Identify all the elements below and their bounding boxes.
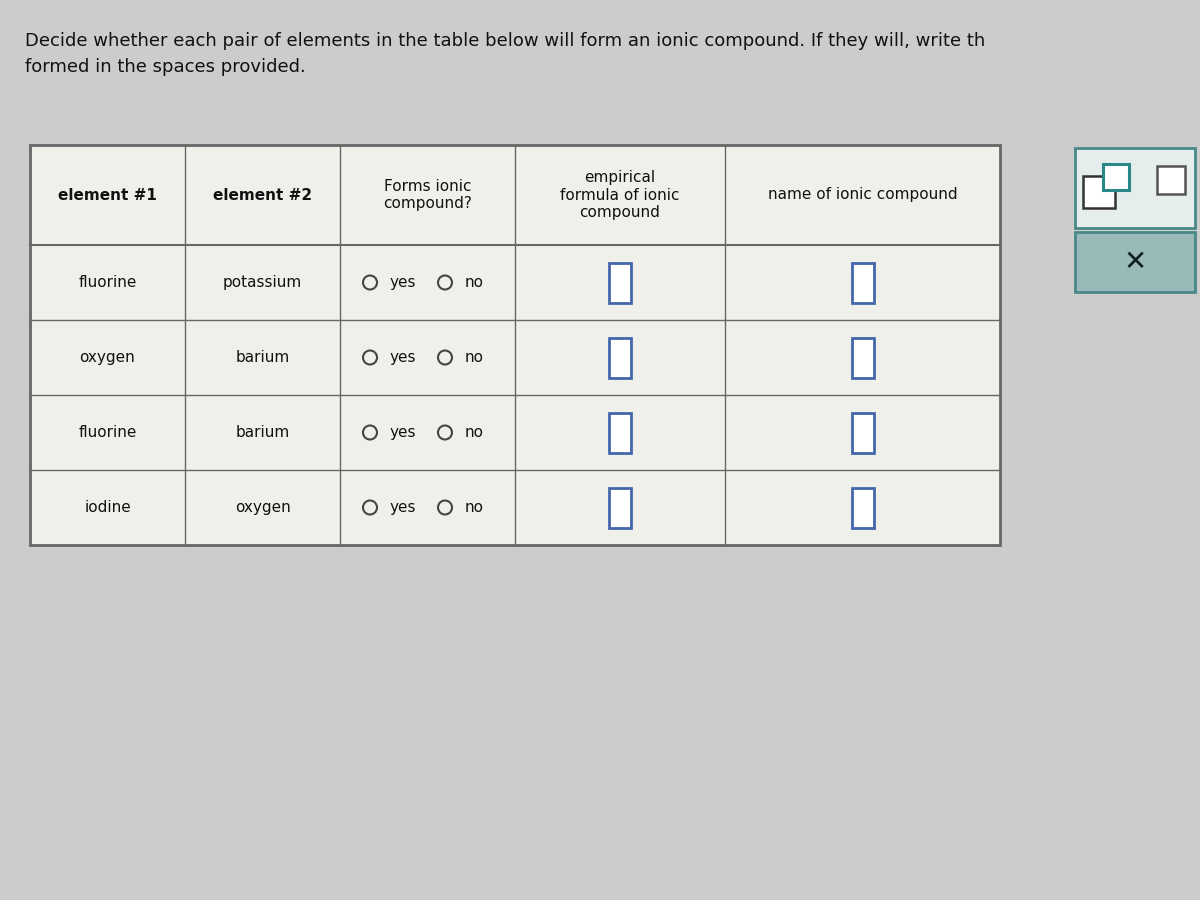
Text: element #1: element #1	[58, 187, 157, 202]
Bar	[852, 263, 874, 302]
Text: element #2: element #2	[212, 187, 312, 202]
Bar	[610, 338, 631, 377]
Bar	[1084, 176, 1115, 208]
Text: name of ionic compound: name of ionic compound	[768, 187, 958, 202]
Text: no: no	[466, 425, 484, 440]
Bar	[1157, 166, 1186, 194]
Text: Forms ionic
compound?: Forms ionic compound?	[383, 179, 472, 212]
Text: oxygen: oxygen	[79, 350, 136, 365]
Text: no: no	[466, 350, 484, 365]
Bar	[610, 263, 631, 302]
Text: yes: yes	[390, 425, 416, 440]
Text: fluorine: fluorine	[78, 275, 137, 290]
Bar	[1075, 148, 1195, 228]
Text: fluorine: fluorine	[78, 425, 137, 440]
Text: oxygen: oxygen	[235, 500, 290, 515]
Text: no: no	[466, 275, 484, 290]
Bar	[852, 338, 874, 377]
Bar	[30, 145, 1000, 545]
Bar	[610, 488, 631, 527]
Text: no: no	[466, 500, 484, 515]
Text: yes: yes	[390, 275, 416, 290]
Text: potassium: potassium	[223, 275, 302, 290]
Text: empirical
formula of ionic
compound: empirical formula of ionic compound	[560, 170, 679, 220]
Bar	[1103, 164, 1129, 190]
Text: barium: barium	[235, 425, 289, 440]
Text: formed in the spaces provided.: formed in the spaces provided.	[25, 58, 306, 76]
Bar	[852, 488, 874, 527]
Bar	[1075, 232, 1195, 292]
Text: yes: yes	[390, 500, 416, 515]
Text: yes: yes	[390, 350, 416, 365]
Bar	[610, 412, 631, 453]
Text: iodine: iodine	[84, 500, 131, 515]
Bar	[852, 412, 874, 453]
Text: ✕: ✕	[1123, 248, 1147, 276]
Text: Decide whether each pair of elements in the table below will form an ionic compo: Decide whether each pair of elements in …	[25, 32, 985, 50]
Text: barium: barium	[235, 350, 289, 365]
